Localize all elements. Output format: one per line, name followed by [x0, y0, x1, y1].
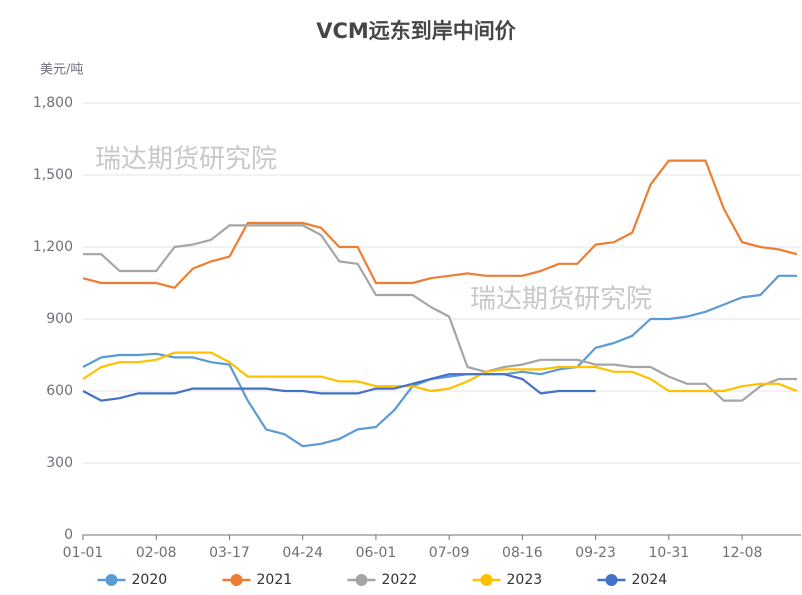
- y-tick-label: 1,200: [33, 239, 73, 255]
- x-tick-label: 02-08: [136, 545, 177, 561]
- legend-label: 2021: [257, 572, 293, 588]
- series-line: [82, 159, 798, 289]
- series-line: [83, 224, 797, 402]
- y-axis-label: 美元/吨: [40, 63, 83, 78]
- x-tick-label: 07-09: [429, 545, 470, 561]
- legend-label: 2023: [507, 572, 543, 588]
- x-tick-label: 10-31: [649, 545, 690, 561]
- x-tick-label: 01-01: [63, 545, 104, 561]
- series-line: [82, 274, 797, 448]
- legend-marker: [105, 574, 118, 586]
- watermark: 瑞达期货研究院: [470, 285, 652, 315]
- y-tick-label: 600: [46, 383, 73, 399]
- legend-label: 2022: [382, 572, 418, 588]
- x-tick-label: 06-01: [356, 545, 397, 561]
- x-tick-label: 12-08: [722, 545, 763, 561]
- y-tick-label: 300: [46, 455, 73, 471]
- x-tick-label: 08-16: [502, 545, 543, 561]
- legend-marker: [480, 574, 493, 586]
- watermark: 瑞达期货研究院: [95, 145, 277, 175]
- legend-marker: [355, 574, 368, 586]
- series-line: [82, 373, 596, 402]
- x-tick-label: 03-17: [209, 545, 250, 561]
- y-tick-label: 900: [46, 311, 73, 327]
- x-tick-label: 04-24: [282, 545, 323, 561]
- y-tick-label: 0: [64, 527, 73, 543]
- legend-label: 2020: [132, 572, 168, 588]
- y-tick-label: 1,800: [33, 95, 73, 111]
- y-tick-label: 1,500: [33, 167, 73, 183]
- legend-label: 2024: [632, 572, 668, 588]
- series-line: [82, 351, 798, 393]
- legend-marker: [605, 574, 618, 586]
- x-tick-label: 09-23: [575, 545, 616, 561]
- chart-title: VCM远东到岸中间价: [316, 19, 517, 43]
- legend-marker: [230, 574, 243, 586]
